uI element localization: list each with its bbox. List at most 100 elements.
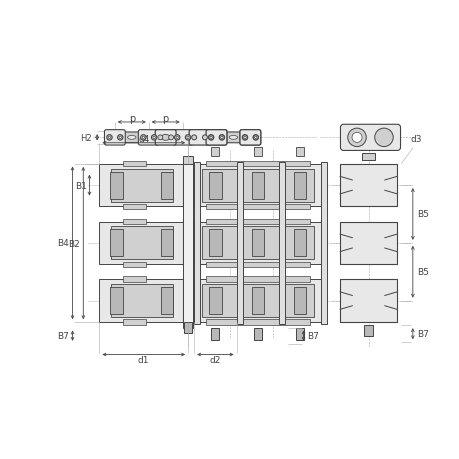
- Circle shape: [157, 135, 162, 140]
- Bar: [110, 230, 122, 257]
- Bar: [296, 147, 303, 157]
- Text: B5: B5: [416, 210, 428, 219]
- Circle shape: [254, 137, 257, 139]
- Bar: [99, 222, 184, 264]
- Text: B7: B7: [307, 331, 319, 341]
- Circle shape: [242, 135, 247, 141]
- Bar: [194, 222, 320, 264]
- Bar: [339, 222, 397, 264]
- Circle shape: [108, 137, 110, 139]
- FancyBboxPatch shape: [206, 130, 226, 146]
- Circle shape: [209, 137, 212, 139]
- Bar: [251, 172, 263, 199]
- Bar: [278, 162, 285, 324]
- Bar: [110, 287, 122, 314]
- Bar: [99, 280, 184, 322]
- FancyBboxPatch shape: [138, 130, 159, 146]
- FancyBboxPatch shape: [189, 130, 209, 146]
- Bar: [296, 328, 303, 340]
- Text: B4: B4: [57, 239, 68, 248]
- Bar: [111, 169, 172, 202]
- Bar: [211, 328, 219, 340]
- Bar: [202, 285, 313, 318]
- Circle shape: [174, 135, 179, 141]
- Bar: [111, 227, 172, 260]
- Bar: [362, 153, 374, 161]
- Bar: [122, 320, 146, 325]
- FancyBboxPatch shape: [206, 130, 226, 146]
- Circle shape: [191, 135, 196, 140]
- Circle shape: [140, 135, 146, 141]
- Text: d4: d4: [138, 135, 149, 144]
- Bar: [253, 147, 261, 157]
- Bar: [122, 262, 146, 268]
- Circle shape: [151, 135, 157, 141]
- Text: H2: H2: [80, 134, 91, 143]
- Bar: [209, 172, 221, 199]
- Circle shape: [142, 137, 144, 139]
- Bar: [339, 280, 397, 322]
- Text: d3: d3: [409, 135, 421, 144]
- Bar: [161, 230, 173, 257]
- Circle shape: [176, 137, 178, 139]
- Bar: [251, 230, 263, 257]
- FancyBboxPatch shape: [240, 130, 260, 146]
- Bar: [320, 162, 327, 324]
- Bar: [99, 165, 184, 207]
- Bar: [194, 162, 200, 324]
- Bar: [209, 230, 221, 257]
- Circle shape: [202, 135, 207, 140]
- Bar: [293, 172, 306, 199]
- Bar: [111, 285, 172, 318]
- Bar: [205, 277, 309, 282]
- Text: B7: B7: [56, 331, 68, 341]
- Bar: [211, 147, 219, 157]
- Bar: [183, 157, 192, 164]
- Bar: [236, 162, 242, 324]
- Circle shape: [253, 135, 257, 140]
- Circle shape: [208, 135, 213, 140]
- Bar: [122, 219, 146, 224]
- Circle shape: [219, 135, 224, 140]
- Bar: [182, 159, 193, 328]
- Ellipse shape: [161, 135, 170, 141]
- Bar: [122, 205, 146, 210]
- FancyBboxPatch shape: [122, 133, 141, 143]
- Bar: [110, 172, 122, 199]
- FancyBboxPatch shape: [240, 130, 260, 146]
- Circle shape: [186, 137, 189, 139]
- Bar: [253, 328, 261, 340]
- Circle shape: [347, 129, 365, 147]
- Text: p: p: [162, 114, 168, 124]
- Bar: [122, 162, 146, 167]
- Bar: [194, 165, 320, 207]
- Circle shape: [208, 135, 213, 141]
- Circle shape: [219, 135, 224, 141]
- Bar: [205, 262, 309, 268]
- Bar: [205, 320, 309, 325]
- Circle shape: [243, 137, 246, 139]
- Text: d1: d1: [138, 355, 149, 364]
- Circle shape: [118, 135, 123, 141]
- Bar: [202, 169, 313, 202]
- Circle shape: [119, 137, 121, 139]
- Circle shape: [185, 135, 190, 141]
- Bar: [161, 287, 173, 314]
- Bar: [122, 277, 146, 282]
- Ellipse shape: [127, 136, 136, 140]
- Bar: [161, 172, 173, 199]
- Bar: [339, 165, 397, 207]
- Circle shape: [220, 137, 223, 139]
- Text: B7: B7: [416, 330, 428, 338]
- Bar: [363, 325, 372, 336]
- Bar: [293, 287, 306, 314]
- FancyBboxPatch shape: [172, 130, 193, 146]
- Bar: [205, 162, 309, 167]
- Bar: [293, 230, 306, 257]
- FancyBboxPatch shape: [224, 133, 242, 143]
- Circle shape: [106, 135, 112, 141]
- Circle shape: [168, 135, 173, 140]
- Circle shape: [374, 129, 392, 147]
- Circle shape: [351, 133, 361, 143]
- Text: B2: B2: [68, 239, 80, 248]
